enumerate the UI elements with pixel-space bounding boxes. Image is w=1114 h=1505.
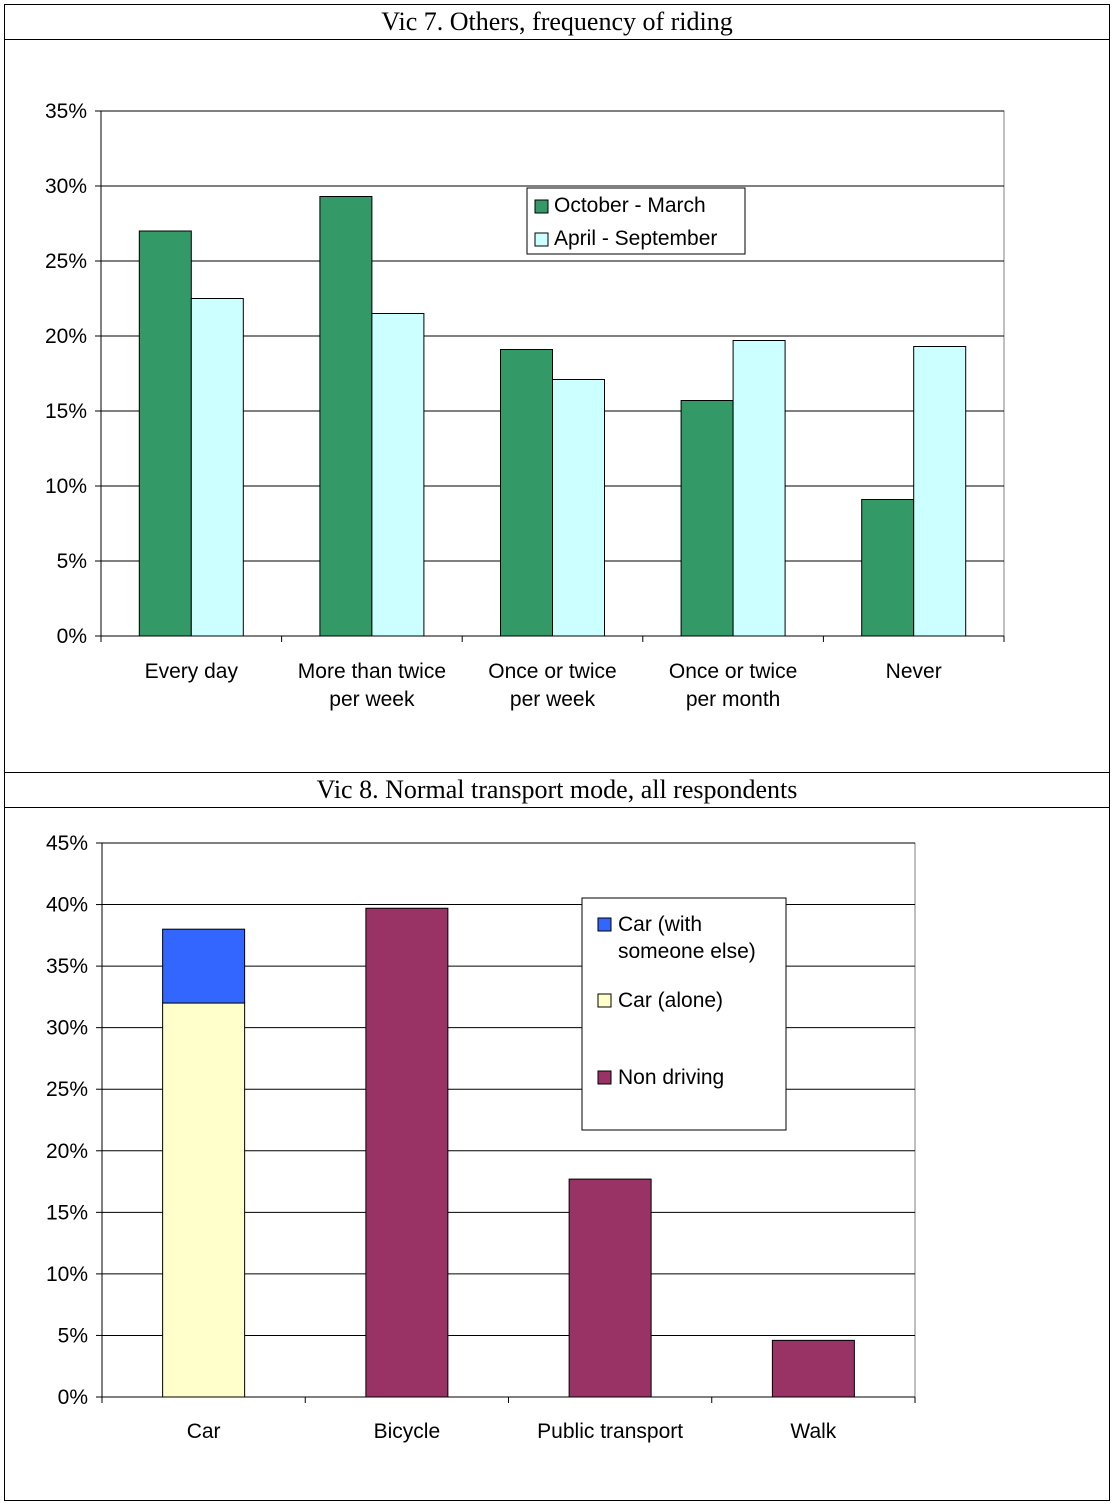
chart1-bar-apr-sep — [732, 340, 786, 637]
chart1-bar-apr-sep — [190, 298, 244, 637]
chart1-legend — [526, 187, 746, 255]
chart2-y-tick-label: 40% — [46, 894, 88, 917]
chart1-x-tick-label: Once or twice — [669, 660, 797, 683]
chart1-title: Vic 7. Others, frequency of riding — [4, 4, 1110, 40]
chart1-x-tick-label: Never — [886, 660, 942, 683]
chart1-bar-oct-mar — [680, 400, 734, 637]
chart1-x-tick-label: per month — [686, 688, 781, 711]
chart1-legend-swatch — [534, 232, 549, 247]
chart2-bar-segment — [771, 1339, 855, 1398]
chart2-y-tick-label: 10% — [46, 1263, 88, 1286]
chart2-legend-swatch — [597, 1070, 612, 1085]
chart2-y-tick-label: 25% — [46, 1078, 88, 1101]
chart2-legend-label: someone else) — [618, 940, 756, 963]
chart1-x-tick-label: Every day — [145, 660, 239, 683]
chart2-legend — [581, 897, 787, 1131]
chart2-x-tick-label: Bicycle — [374, 1420, 441, 1443]
chart2-legend-label: Car (alone) — [618, 989, 723, 1012]
chart2-legend-label: Non driving — [618, 1066, 724, 1089]
chart1-bar-oct-mar — [138, 230, 192, 637]
chart1-y-tick-label: 30% — [45, 175, 87, 198]
chart2-y-tick-label: 15% — [46, 1201, 88, 1224]
chart1-y-tick-label: 5% — [57, 550, 87, 573]
chart2-y-tick-label: 0% — [58, 1386, 88, 1409]
chart2-x-tick-label: Walk — [790, 1420, 836, 1443]
chart1-y-tick-label: 10% — [45, 475, 87, 498]
chart2-bar-segment — [162, 1002, 246, 1398]
chart1-bar-apr-sep — [913, 346, 967, 637]
chart2-bar-segment — [162, 928, 246, 1004]
chart1-x-tick-label: per week — [510, 688, 596, 711]
chart1-bar-oct-mar — [861, 499, 915, 637]
chart2-legend-label: Car (with — [618, 913, 702, 936]
chart1-y-tick-label: 0% — [57, 625, 87, 648]
chart1-bar-oct-mar — [319, 196, 373, 637]
chart1-y-tick-label: 35% — [45, 100, 87, 123]
chart2-y-tick-label: 45% — [46, 832, 88, 855]
chart1-x-tick-label: More than twice — [298, 660, 446, 683]
chart2-bar-segment — [568, 1178, 652, 1398]
chart1-bar-oct-mar — [500, 349, 553, 637]
chart1-y-tick-label: 25% — [45, 250, 87, 273]
chart1-y-tick-label: 15% — [45, 400, 87, 423]
chart2-y-tick-label: 30% — [46, 1017, 88, 1040]
chart2-legend-swatch — [597, 993, 612, 1008]
chart2-y-tick-label: 5% — [58, 1324, 88, 1347]
chart1-legend-label: April - September — [554, 227, 717, 250]
chart1-legend-swatch — [534, 199, 549, 214]
chart1-bar-apr-sep — [552, 379, 605, 637]
chart1-legend-label: October - March — [554, 194, 706, 217]
chart1-bar-apr-sep — [371, 313, 425, 637]
chart2-legend-swatch — [597, 917, 612, 932]
chart1-x-tick-label: per week — [329, 688, 415, 711]
chart2-y-tick-label: 20% — [46, 1140, 88, 1163]
chart2-x-tick-label: Car — [187, 1420, 221, 1443]
chart2-x-tick-label: Public transport — [537, 1420, 683, 1443]
chart2-y-tick-label: 35% — [46, 955, 88, 978]
chart2-bar-segment — [365, 907, 449, 1398]
chart2-title: Vic 8. Normal transport mode, all respon… — [4, 772, 1110, 808]
chart1-y-tick-label: 20% — [45, 325, 87, 348]
chart1-x-tick-label: Once or twice — [488, 660, 616, 683]
